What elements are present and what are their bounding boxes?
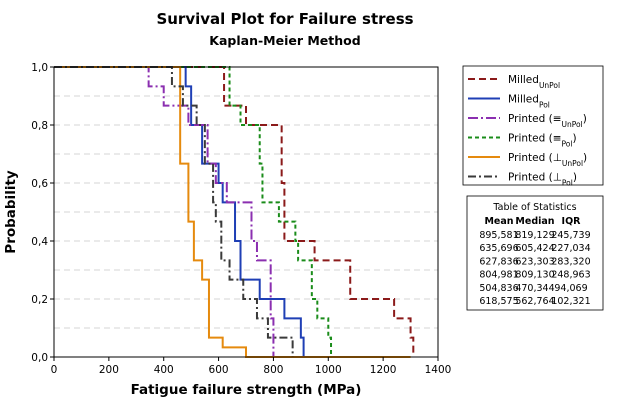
stats-cell: 809,130 <box>515 270 554 281</box>
legend-text-part: UnPol <box>562 120 583 129</box>
legend-text-part: Printed ( <box>508 152 553 164</box>
legend-text-part: ) <box>572 133 576 145</box>
legend-text-part: ⊥ <box>553 152 562 164</box>
stats-cell: 605,424 <box>515 243 554 254</box>
x-axis-label: Fatigue failure strength (MPa) <box>131 382 362 398</box>
stats-cell: 227,034 <box>551 243 590 254</box>
legend-entry-4: Printed (≡Pol) <box>508 133 577 149</box>
stats-cell: 804,981 <box>479 270 518 281</box>
stats-cell: 562,764 <box>515 296 554 307</box>
stats-header: Median <box>515 216 554 227</box>
legend-text-part: Printed ( <box>508 133 553 145</box>
y-tick-label: 0,6 <box>31 178 48 190</box>
stats-cell: 627,836 <box>479 256 518 267</box>
x-tick-label: 1200 <box>370 364 397 376</box>
legend-text-part: Pol <box>539 100 550 109</box>
chart-subtitle: Kaplan-Meier Method <box>209 33 360 48</box>
x-tick-label: 0 <box>51 364 58 376</box>
stats-cell: 623,303 <box>515 256 554 267</box>
stats-cell: 470,344 <box>515 283 554 294</box>
stats-cell: 245,739 <box>551 230 590 241</box>
legend-text-part: ) <box>573 172 577 184</box>
legend-text-part: Pol <box>562 178 573 187</box>
legend-entry-1: MilledUnPol <box>508 74 560 90</box>
stats-cell: 283,320 <box>551 256 590 267</box>
chart-title: Survival Plot for Failure stress <box>156 10 413 28</box>
legend-text-part: ) <box>583 113 587 125</box>
legend-text-part: ) <box>583 152 587 164</box>
stats-header: IQR <box>562 216 582 227</box>
y-tick-label: 0,2 <box>31 294 48 306</box>
legend-entry-5: Printed (⊥UnPol) <box>508 152 587 168</box>
y-tick-label: 1,0 <box>31 62 48 74</box>
legend-text-part: ⊥ <box>553 172 562 184</box>
y-tick-label: 0,8 <box>31 120 48 132</box>
legend-entry-3: Printed (≡UnPol) <box>508 113 587 129</box>
stats-cell: 819,129 <box>515 230 554 241</box>
series-line-1 <box>54 66 415 357</box>
stats-cell: 504,836 <box>479 283 518 294</box>
series-line-4 <box>54 66 333 357</box>
series-line-6 <box>54 66 294 357</box>
legend-text-part: ≡ <box>553 113 562 125</box>
legend-entry-2: MilledPol <box>508 94 550 110</box>
x-tick-label: 400 <box>154 364 174 376</box>
legend-text-part: Pol <box>562 139 573 148</box>
legend-box <box>462 65 604 186</box>
y-tick-label: 0,4 <box>31 236 48 248</box>
grid <box>54 95 438 329</box>
legend-entry-6: Printed (⊥Pol) <box>508 172 577 188</box>
legend-text-part: Milled <box>508 74 539 86</box>
plot-frame <box>53 66 439 358</box>
y-axis: 0,0 0,2 0,4 0,6 0,8 1,0 <box>31 62 54 364</box>
series-line-5 <box>54 66 411 358</box>
series-layer <box>54 66 415 358</box>
x-tick-label: 1400 <box>425 364 452 376</box>
stats-cell: 94,069 <box>554 283 587 294</box>
y-axis-label: Probability <box>3 170 19 254</box>
y-tick-label: 0,0 <box>31 352 48 364</box>
stats-cell: 618,575 <box>479 296 518 307</box>
legend-text-part: Printed ( <box>508 113 553 125</box>
stats-cell: 248,963 <box>551 270 590 281</box>
stats-header: Mean <box>484 216 513 227</box>
x-tick-label: 1000 <box>315 364 342 376</box>
x-tick-label: 200 <box>99 364 119 376</box>
legend-text-part: UnPol <box>539 81 560 90</box>
x-tick-label: 800 <box>263 364 283 376</box>
x-axis: 0 200 400 600 800 1000 1200 1400 <box>51 357 452 376</box>
series-line-3 <box>54 66 275 357</box>
stats-cell: 635,696 <box>479 243 518 254</box>
legend-text-part: ≡ <box>553 133 562 145</box>
x-tick-label: 600 <box>209 364 229 376</box>
stats-table-title: Table of Statistics <box>492 202 576 213</box>
stats-cell: 895,581 <box>479 230 518 241</box>
legend-text-part: Milled <box>508 94 539 106</box>
stats-cell: 102,321 <box>551 296 590 307</box>
legend-text-part: UnPol <box>562 159 583 168</box>
stats-table-box <box>466 195 604 311</box>
legend-text-part: Printed ( <box>508 172 553 184</box>
